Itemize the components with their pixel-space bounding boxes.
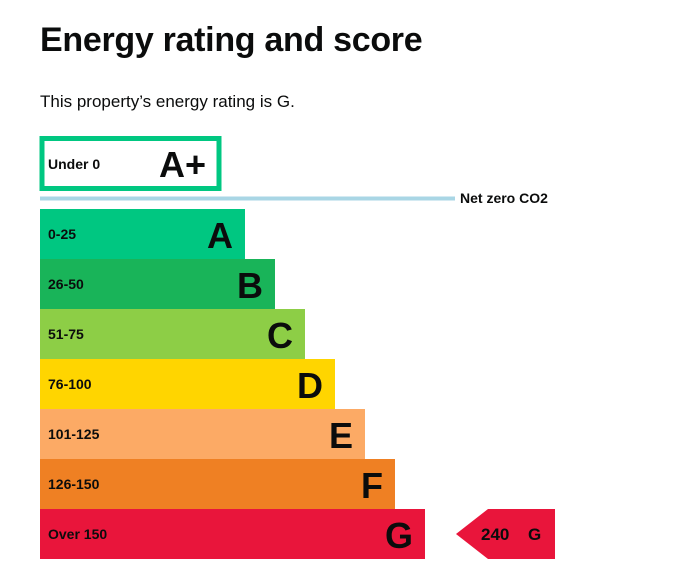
band-e-letter: E [329,415,353,456]
aplus-box [39,136,222,191]
band-c-bar [40,309,305,359]
band-a-bar [40,209,245,259]
band-b-bar [40,259,275,309]
aplus-letter: A+ [159,144,206,185]
band-b-range: 26-50 [48,276,84,292]
current-band-letter: G [528,525,541,544]
band-a-range: 0-25 [48,226,76,242]
aplus-range-label: Under 0 [48,156,100,172]
band-e-range: 101-125 [48,426,100,442]
band-d-letter: D [297,365,323,406]
band-d-range: 76-100 [48,376,92,392]
band-c-range: 51-75 [48,326,84,342]
current-score: 240 [481,525,509,544]
band-g-range: Over 150 [48,526,107,542]
net-zero-label: Net zero CO2 [460,190,548,206]
current-rating-marker [456,509,555,559]
band-c-letter: C [267,315,293,356]
band-d-bar [40,359,335,409]
band-f-bar [40,459,395,509]
band-e-bar [40,409,365,459]
band-b-letter: B [237,265,263,306]
page-title: Energy rating and score [40,21,423,59]
rating-summary: This property’s energy rating is G. [40,92,295,111]
band-a-letter: A [207,215,233,256]
band-g-bar [40,509,425,559]
band-f-range: 126-150 [48,476,100,492]
band-f-letter: F [361,465,383,506]
band-g-letter: G [385,515,413,556]
